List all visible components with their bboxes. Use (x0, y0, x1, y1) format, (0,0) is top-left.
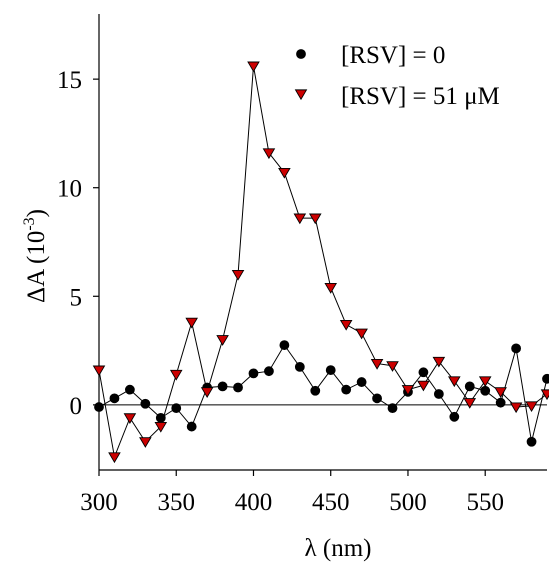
data-point-triangle (448, 376, 461, 388)
data-point-triangle (139, 437, 152, 448)
data-point-circle (372, 393, 382, 404)
data-point-circle (464, 381, 475, 392)
data-point-triangle (324, 283, 338, 294)
data-point-triangle (463, 398, 477, 409)
data-point-triangle (278, 167, 291, 179)
series-2 (92, 61, 549, 464)
data-point-circle (279, 340, 290, 351)
data-point-triangle (108, 452, 121, 464)
data-point-triangle (386, 361, 399, 372)
data-point-triangle (262, 148, 276, 160)
data-point-triangle (293, 213, 307, 225)
y-tick-label: 10 (57, 176, 82, 203)
series-1 (94, 340, 549, 447)
data-point-triangle (494, 387, 507, 398)
data-point-circle (294, 361, 305, 372)
x-tick-label: 500 (389, 489, 427, 516)
data-point-triangle (185, 317, 198, 329)
y-tick-label: 5 (70, 284, 83, 311)
tick-layer: 300 350 400 450 500 550 0 5 10 15 (57, 67, 504, 516)
data-point-triangle (308, 213, 322, 225)
y-axis-label: ΔA (10-3) (21, 209, 50, 303)
y-axis-label-exponent: -3 (21, 217, 38, 230)
data-point-circle (495, 397, 506, 408)
data-point-circle (480, 385, 491, 396)
data-point-triangle (154, 421, 168, 433)
data-point-circle (124, 384, 135, 395)
data-point-circle (433, 389, 444, 399)
data-point-circle (94, 402, 104, 412)
data-point-triangle (294, 89, 308, 101)
data-point-circle (449, 411, 460, 422)
plot-frame (98, 14, 547, 471)
x-tick-label: 350 (157, 489, 195, 516)
data-point-triangle (355, 328, 368, 340)
data-point-circle (341, 384, 352, 395)
data-point-circle (233, 382, 243, 393)
data-point-circle (296, 49, 306, 59)
data-point-circle (418, 367, 429, 378)
data-point-circle (186, 421, 197, 432)
data-point-circle (325, 365, 336, 376)
y-axis-label-main: ΔA (10 (23, 231, 50, 303)
data-point-triangle (169, 369, 183, 381)
data-point-circle (109, 393, 120, 404)
series-layer (92, 61, 549, 464)
legend: [RSV] = 0 [RSV] = 51 μM (294, 42, 500, 110)
data-point-circle (140, 398, 151, 409)
data-point-triangle (432, 356, 446, 368)
series-line (98, 344, 548, 442)
x-axis-label: λ (nm) (305, 535, 372, 562)
y-tick-label: 0 (70, 393, 83, 420)
data-point-circle (171, 403, 182, 414)
data-point-circle (310, 385, 321, 396)
x-tick-label: 300 (80, 489, 118, 516)
data-point-circle (264, 366, 274, 377)
y-axis-label-close: ) (23, 209, 50, 217)
data-point-triangle (370, 359, 384, 370)
data-point-circle (248, 368, 259, 379)
data-point-triangle (123, 413, 137, 424)
data-point-circle (511, 343, 522, 354)
data-point-triangle (247, 61, 260, 73)
data-point-triangle (509, 402, 523, 414)
data-point-triangle (92, 365, 106, 377)
data-point-triangle (540, 389, 549, 401)
legend-label: [RSV] = 0 (341, 42, 445, 69)
data-point-triangle (401, 385, 415, 396)
series-line (98, 66, 548, 459)
data-point-triangle (478, 376, 492, 388)
y-tick-label: 15 (57, 67, 82, 94)
data-point-triangle (417, 380, 430, 392)
data-point-circle (542, 373, 549, 384)
data-point-circle (217, 381, 228, 392)
data-point-circle (356, 377, 367, 387)
data-point-triangle (231, 269, 245, 281)
x-tick-label: 550 (466, 489, 504, 516)
data-point-circle (526, 436, 537, 447)
legend-label: [RSV] = 51 μM (341, 83, 500, 110)
data-point-triangle (525, 401, 538, 413)
data-point-triangle (200, 387, 214, 398)
data-point-triangle (339, 319, 353, 331)
x-tick-label: 450 (312, 489, 350, 516)
x-tick-label: 400 (235, 489, 273, 516)
data-point-triangle (216, 335, 229, 346)
data-point-circle (387, 403, 398, 414)
